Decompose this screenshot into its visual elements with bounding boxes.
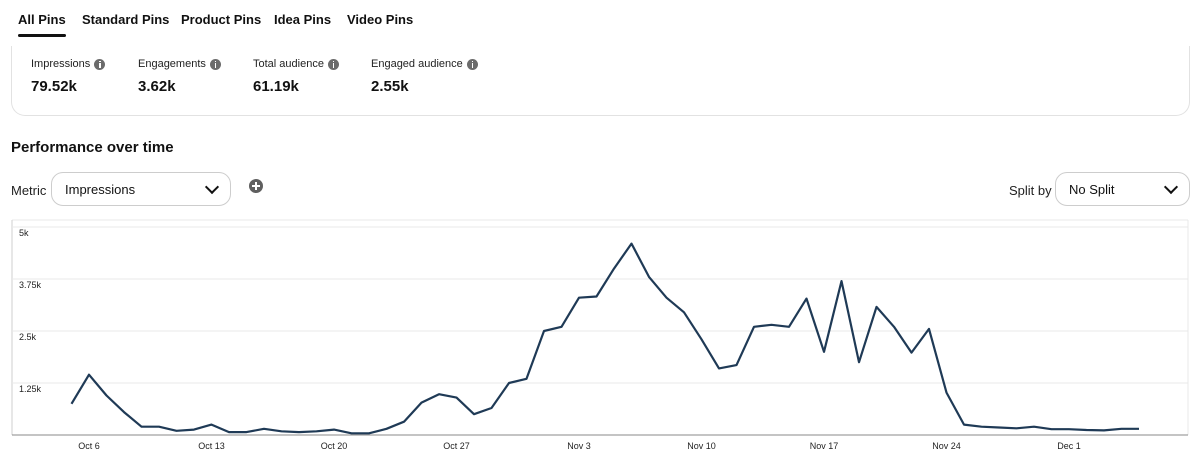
info-icon[interactable] bbox=[209, 58, 221, 70]
split-select-value: No Split bbox=[1069, 181, 1115, 197]
metric-value: 2.55k bbox=[371, 78, 409, 95]
split-select-label: Split by bbox=[1009, 183, 1052, 198]
metric-value: 3.62k bbox=[138, 78, 176, 95]
section-title: Performance over time bbox=[11, 139, 174, 156]
x-tick-label: Nov 10 bbox=[687, 441, 716, 451]
metric-engagements: Engagements 3.62k bbox=[138, 54, 221, 95]
performance-chart: 1.25k 2.5k 3.75k 5k Oct 6 Oct 13 Oct 20 Oct 27 N… bbox=[0, 218, 1200, 466]
impressions-series-line bbox=[70, 242, 1139, 435]
tab-video-pins[interactable]: Video Pins bbox=[347, 12, 414, 27]
metrics-summary-card: Impressions 79.52k Engagements 3.62k Tot… bbox=[11, 46, 1190, 116]
x-tick-label: Nov 17 bbox=[810, 441, 839, 451]
y-tick-label: 5k bbox=[19, 228, 29, 238]
y-tick-label: 3.75k bbox=[19, 280, 42, 290]
split-select[interactable]: No Split bbox=[1055, 172, 1190, 206]
info-icon[interactable] bbox=[466, 58, 478, 70]
tab-product-pins[interactable]: Product Pins bbox=[181, 12, 262, 27]
info-icon[interactable] bbox=[327, 58, 339, 70]
add-icon[interactable] bbox=[249, 179, 263, 193]
metric-value: 79.52k bbox=[31, 78, 77, 95]
metric-select-label: Metric bbox=[11, 183, 47, 198]
metric-impressions: Impressions 79.52k bbox=[31, 54, 106, 95]
metric-label: Engagements bbox=[138, 58, 206, 70]
line-chart: 1.25k 2.5k 3.75k 5k Oct 6 Oct 13 Oct 20 Oct 27 N… bbox=[11, 219, 1189, 451]
metric-select-value: Impressions bbox=[65, 181, 136, 197]
x-tick-label: Nov 24 bbox=[932, 441, 961, 451]
x-tick-label: Nov 3 bbox=[567, 441, 591, 451]
pin-type-tabs: All Pins Standard Pins Product Pins Idea… bbox=[0, 0, 1200, 40]
tab-all-pins[interactable]: All Pins bbox=[18, 12, 66, 37]
chevron-down-icon bbox=[204, 179, 220, 194]
x-tick-label: Oct 6 bbox=[78, 441, 100, 451]
x-tick-label: Oct 20 bbox=[321, 441, 348, 451]
metric-engaged-audience: Engaged audience 2.55k bbox=[371, 54, 478, 95]
y-tick-label: 1.25k bbox=[19, 384, 42, 394]
metric-label: Impressions bbox=[31, 58, 91, 70]
chevron-down-icon bbox=[1163, 179, 1179, 194]
tab-idea-pins[interactable]: Idea Pins bbox=[274, 12, 332, 27]
metric-select[interactable]: Impressions bbox=[51, 172, 231, 206]
metric-label: Total audience bbox=[253, 58, 324, 70]
x-tick-label: Dec 1 bbox=[1057, 441, 1081, 451]
x-tick-label: Oct 27 bbox=[443, 441, 470, 451]
info-icon[interactable] bbox=[94, 58, 106, 70]
metric-value: 61.19k bbox=[253, 78, 299, 95]
tab-standard-pins[interactable]: Standard Pins bbox=[82, 12, 170, 27]
y-tick-label: 2.5k bbox=[19, 332, 37, 342]
metric-total-audience: Total audience 61.19k bbox=[253, 54, 339, 95]
metric-label: Engaged audience bbox=[371, 58, 463, 70]
x-tick-label: Oct 13 bbox=[198, 441, 225, 451]
